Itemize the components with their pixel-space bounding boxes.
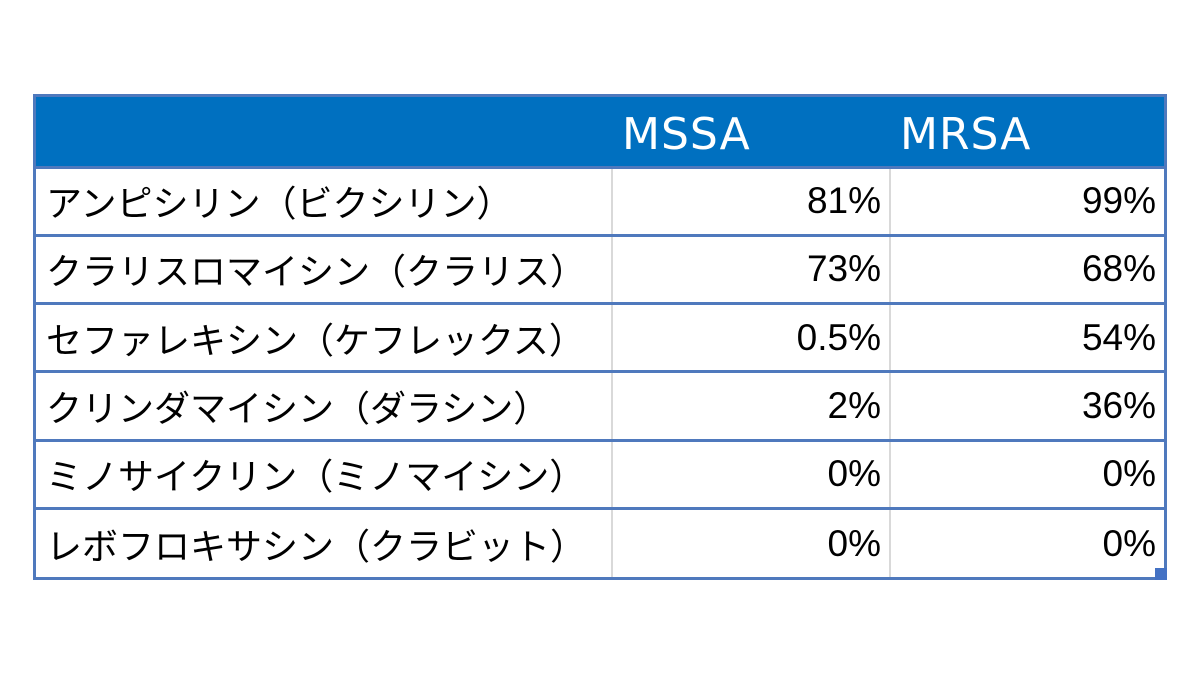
cell-drug[interactable]: アンピシリン（ビクシリン） bbox=[36, 165, 613, 236]
cell-drug[interactable]: セファレキシン（ケフレックス） bbox=[36, 302, 613, 372]
cell-mssa[interactable]: 0.5% bbox=[612, 302, 891, 372]
cell-drug[interactable]: レボフロキサシン（クラビット） bbox=[36, 507, 613, 577]
cell-mrsa[interactable]: 36% bbox=[890, 370, 1164, 441]
table-row: クリンダマイシン（ダラシン） 2% 36% bbox=[36, 370, 1164, 441]
cell-mssa[interactable]: 0% bbox=[612, 438, 891, 509]
header-drug[interactable] bbox=[36, 97, 612, 167]
cell-mrsa[interactable]: 99% bbox=[890, 165, 1164, 236]
cell-drug[interactable]: クリンダマイシン（ダラシン） bbox=[36, 370, 613, 441]
table-row: レボフロキサシン（クラビット） 0% 0% bbox=[36, 507, 1164, 577]
cell-drug[interactable]: クラリスロマイシン（クラリス） bbox=[36, 233, 613, 304]
table-row: セファレキシン（ケフレックス） 0.5% 54% bbox=[36, 302, 1164, 372]
header-mssa[interactable]: MSSA bbox=[612, 97, 890, 167]
cell-mssa[interactable]: 0% bbox=[612, 507, 891, 577]
cell-mssa[interactable]: 2% bbox=[612, 370, 891, 441]
cell-mrsa[interactable]: 0% bbox=[890, 507, 1164, 577]
cell-mrsa[interactable]: 54% bbox=[890, 302, 1164, 372]
cell-mrsa[interactable]: 0% bbox=[890, 438, 1164, 509]
resistance-table: MSSA MRSA アンピシリン（ビクシリン） 81% 99% クラリスロマイシ… bbox=[33, 94, 1167, 580]
resistance-table-grid: MSSA MRSA アンピシリン（ビクシリン） 81% 99% クラリスロマイシ… bbox=[36, 97, 1164, 577]
table-resize-handle[interactable] bbox=[1155, 568, 1167, 580]
cell-mssa[interactable]: 81% bbox=[612, 165, 891, 236]
header-mrsa[interactable]: MRSA bbox=[890, 97, 1164, 167]
cell-drug[interactable]: ミノサイクリン（ミノマイシン） bbox=[36, 438, 613, 509]
cell-mssa[interactable]: 73% bbox=[612, 233, 891, 304]
table-row: ミノサイクリン（ミノマイシン） 0% 0% bbox=[36, 438, 1164, 509]
table-row: アンピシリン（ビクシリン） 81% 99% bbox=[36, 165, 1164, 236]
header-row: MSSA MRSA bbox=[36, 97, 1164, 167]
cell-mrsa[interactable]: 68% bbox=[890, 233, 1164, 304]
table-row: クラリスロマイシン（クラリス） 73% 68% bbox=[36, 233, 1164, 304]
